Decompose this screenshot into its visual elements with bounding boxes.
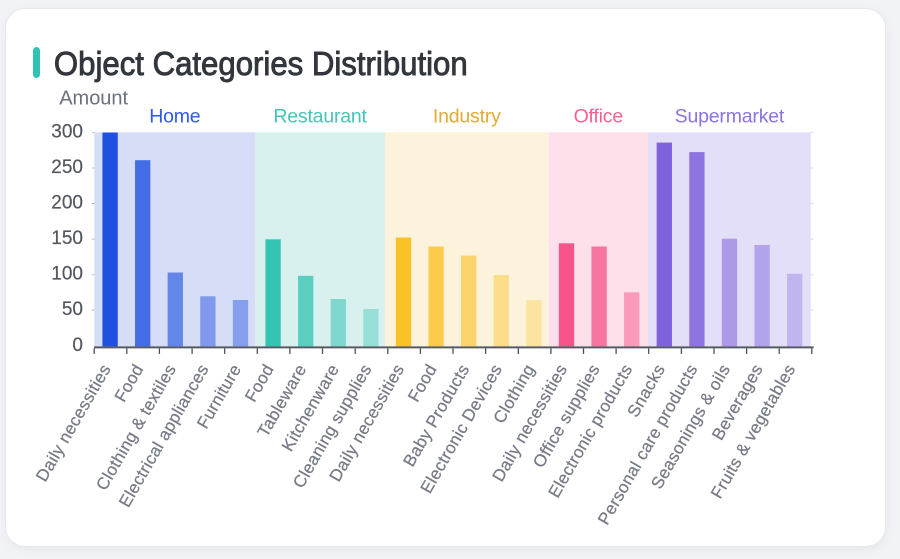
svg-text:Industry: Industry [433,106,501,128]
svg-text:Supermarket: Supermarket [675,106,785,128]
svg-text:300: 300 [51,121,83,142]
svg-text:Restaurant: Restaurant [273,106,367,128]
svg-text:50: 50 [62,299,83,320]
svg-text:Office: Office [574,106,623,128]
svg-text:150: 150 [51,228,83,249]
svg-text:Object Categories Distribution: Object Categories Distribution [54,45,468,82]
svg-text:250: 250 [51,157,83,178]
svg-text:200: 200 [51,193,83,214]
svg-text:Amount: Amount [59,88,128,110]
svg-text:0: 0 [72,335,83,356]
svg-text:100: 100 [51,264,83,285]
svg-text:Home: Home [149,106,200,128]
